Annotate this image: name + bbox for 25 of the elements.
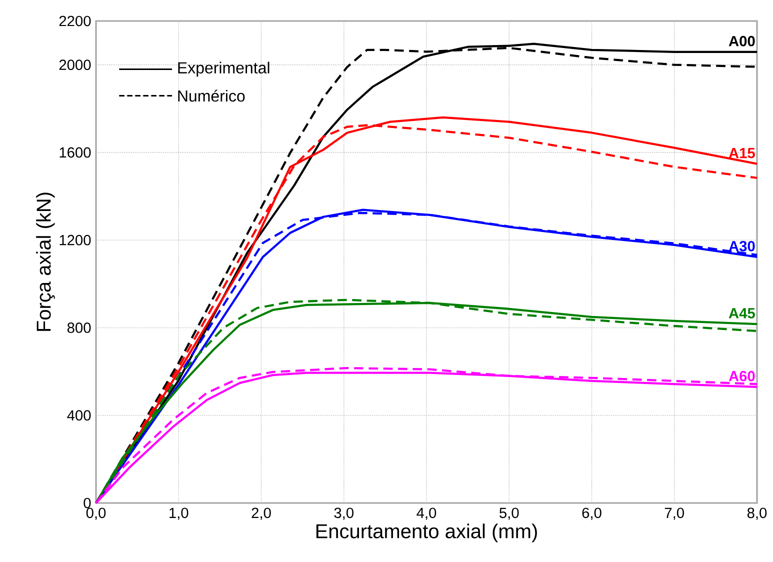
y-tick-label: 0: [84, 498, 91, 508]
series-label: A30: [728, 240, 755, 252]
y-tick-label: 1600: [60, 147, 91, 158]
y-tick-label: 1200: [60, 234, 91, 246]
x-tick-label: 1,0: [170, 508, 188, 520]
y-axis-title: Força axial (kN): [36, 192, 55, 331]
y-tick-label: 800: [67, 322, 91, 333]
x-tick-label: 0,0: [86, 508, 106, 520]
x-tick-label: 4,0: [416, 508, 436, 520]
x-axis-title: Encurtamento axial (mm): [316, 524, 537, 542]
x-tick-label: 7,0: [664, 508, 684, 520]
annotation: Numérico: [178, 90, 245, 102]
y-tick-label: 2200: [59, 16, 91, 26]
series-label: A00: [728, 36, 755, 46]
y-tick-label: 400: [67, 410, 91, 421]
series-label: A15: [728, 148, 755, 158]
annotation: Experimental: [178, 62, 270, 77]
y-tick-label: 2000: [59, 60, 91, 70]
x-tick-label: 5,0: [500, 508, 519, 520]
x-tick-label: 3,0: [334, 508, 354, 520]
x-tick-label: 8,0: [747, 508, 767, 520]
x-tick-label: 6,0: [582, 508, 602, 520]
x-tick-label: 2,0: [252, 508, 271, 520]
series-label: A45: [728, 308, 755, 318]
series-label: A60: [728, 370, 755, 382]
